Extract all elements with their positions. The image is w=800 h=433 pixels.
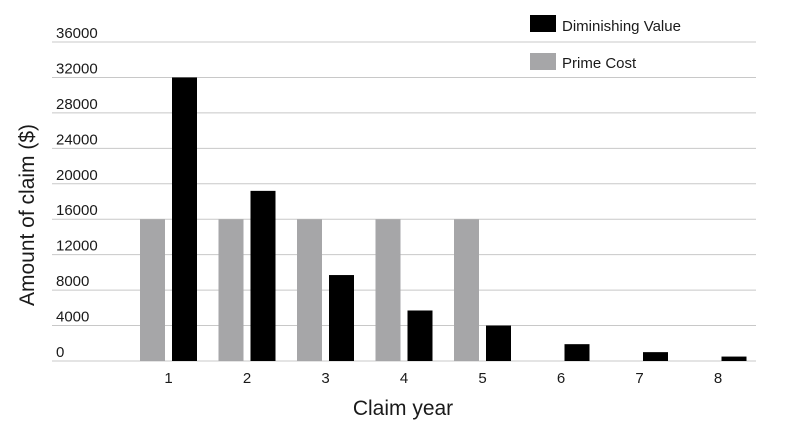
bar-diminishing-value-year-7 bbox=[643, 352, 668, 361]
legend-swatch-diminishing-value bbox=[530, 15, 556, 32]
y-tick-label: 36000 bbox=[56, 25, 98, 42]
bar-prime-cost-year-2 bbox=[218, 219, 244, 361]
bar-prime-cost-year-4 bbox=[375, 219, 401, 361]
x-tick-label: 1 bbox=[164, 370, 172, 387]
x-axis-ticks: 1 2 3 4 5 6 7 8 bbox=[164, 370, 722, 387]
bar-diminishing-value-year-4 bbox=[407, 310, 433, 361]
y-axis-ticks: 0 4000 8000 12000 16000 20000 24000 28000 32000 3… bbox=[56, 25, 98, 361]
x-tick-label: 4 bbox=[400, 370, 408, 387]
y-tick-label: 24000 bbox=[56, 131, 98, 148]
bar-diminishing-value-year-3 bbox=[329, 275, 354, 361]
legend-swatch-prime-cost bbox=[530, 53, 556, 70]
gridlines bbox=[52, 41, 756, 362]
legend-label-prime-cost: Prime Cost bbox=[562, 55, 637, 72]
x-axis-title: Claim year bbox=[353, 397, 453, 420]
bar-prime-cost-year-3 bbox=[297, 219, 322, 361]
legend: Diminishing Value Prime Cost bbox=[530, 15, 681, 72]
x-tick-label: 2 bbox=[243, 370, 251, 387]
x-tick-label: 8 bbox=[714, 370, 722, 387]
y-tick-label: 4000 bbox=[56, 309, 89, 326]
y-tick-label: 0 bbox=[56, 344, 64, 361]
y-tick-label: 8000 bbox=[56, 273, 89, 290]
x-tick-label: 3 bbox=[321, 370, 329, 387]
bar-diminishing-value-year-1 bbox=[172, 77, 197, 361]
bar-diminishing-value-year-2 bbox=[250, 190, 276, 361]
legend-label-diminishing-value: Diminishing Value bbox=[562, 18, 681, 35]
bar-diminishing-value-year-6 bbox=[564, 344, 590, 361]
y-axis-title: Amount of claim ($) bbox=[16, 124, 39, 306]
x-tick-label: 6 bbox=[557, 370, 565, 387]
x-tick-label: 7 bbox=[635, 370, 643, 387]
y-tick-label: 28000 bbox=[56, 96, 98, 113]
bar-prime-cost-year-5 bbox=[454, 219, 479, 361]
y-tick-label: 20000 bbox=[56, 167, 98, 184]
y-tick-label: 12000 bbox=[56, 238, 98, 255]
y-tick-label: 32000 bbox=[56, 60, 98, 77]
y-tick-label: 16000 bbox=[56, 202, 98, 219]
bar-prime-cost-year-1 bbox=[140, 219, 165, 361]
bars bbox=[140, 77, 747, 361]
bar-diminishing-value-year-8 bbox=[721, 356, 747, 361]
x-tick-label: 5 bbox=[478, 370, 486, 387]
bar-diminishing-value-year-5 bbox=[486, 325, 511, 361]
